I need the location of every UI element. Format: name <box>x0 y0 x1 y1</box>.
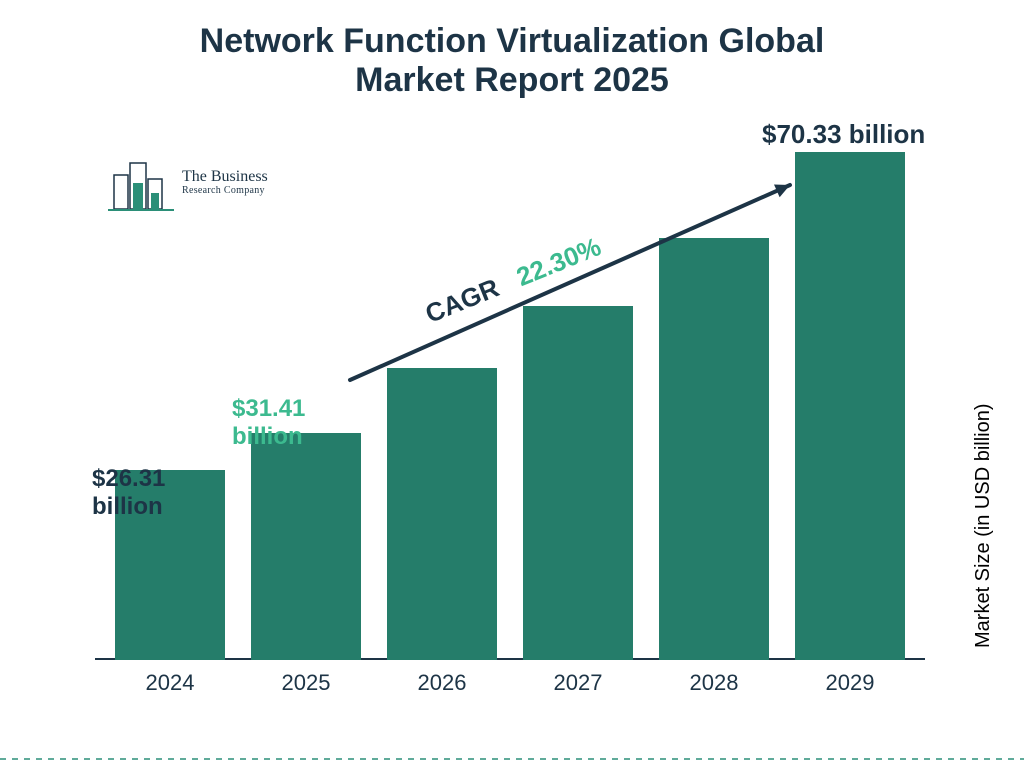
x-axis-label: 2024 <box>115 670 225 696</box>
dashed-separator <box>0 758 1024 762</box>
x-axis-label: 2028 <box>659 670 769 696</box>
x-axis-label: 2026 <box>387 670 497 696</box>
chart-title: Network Function Virtualization GlobalMa… <box>0 22 1024 100</box>
value-callout: $70.33 billion <box>762 120 982 150</box>
x-axis-label: 2027 <box>523 670 633 696</box>
x-axis-label: 2025 <box>251 670 361 696</box>
chart-title-text: Network Function Virtualization GlobalMa… <box>200 22 825 99</box>
value-callout: $31.41 billion <box>232 395 362 450</box>
bar <box>387 368 497 661</box>
y-axis-title: Market Size (in USD billion) <box>972 403 995 648</box>
value-callout: $26.31 billion <box>92 465 222 520</box>
bar <box>251 433 361 660</box>
cagr-arrow-icon <box>330 165 810 400</box>
x-axis-label: 2029 <box>795 670 905 696</box>
bar <box>795 152 905 660</box>
